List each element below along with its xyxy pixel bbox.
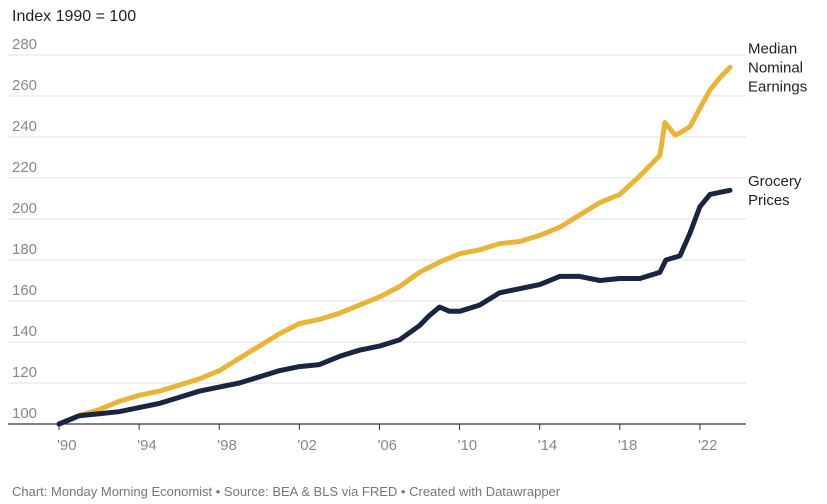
x-axis-ticks: '90 '94 '98 '02 '06 '10 '14 '18 '22 [57,424,718,454]
y-tick-label: 200 [12,200,37,217]
grocery-line [56,187,733,427]
x-tick-label: '22 [698,437,718,454]
x-tick-label: '02 [297,437,317,454]
series-labels: Median Nominal Earnings Grocery Prices [748,40,807,209]
y-tick-label: 280 [12,36,37,53]
x-tick-label: '06 [377,437,397,454]
grocery-label: Grocery Prices [748,173,802,209]
x-tick-label: '98 [217,437,237,454]
y-tick-label: 100 [12,405,37,422]
y-tick-label: 260 [12,77,37,94]
series-lines [56,64,733,427]
y-tick-label: 120 [12,364,37,381]
chart-subtitle: Index 1990 = 100 [12,8,137,25]
x-tick-label: '14 [538,437,558,454]
chart-footer: Chart: Monday Morning Economist • Source… [12,484,561,499]
x-tick-label: '90 [57,437,77,454]
earnings-line [56,64,733,427]
y-tick-label: 160 [12,282,37,299]
y-axis-ticks: 100 120 140 160 180 200 220 240 260 280 [12,36,37,422]
gridlines [8,54,746,425]
x-tick-label: '18 [618,437,638,454]
earnings-label: Median Nominal Earnings [748,40,807,95]
y-tick-label: 220 [12,159,37,176]
y-tick-label: 240 [12,118,37,135]
y-tick-label: 180 [12,241,37,258]
y-tick-label: 140 [12,323,37,340]
x-tick-label: '10 [458,437,478,454]
x-tick-label: '94 [137,437,157,454]
